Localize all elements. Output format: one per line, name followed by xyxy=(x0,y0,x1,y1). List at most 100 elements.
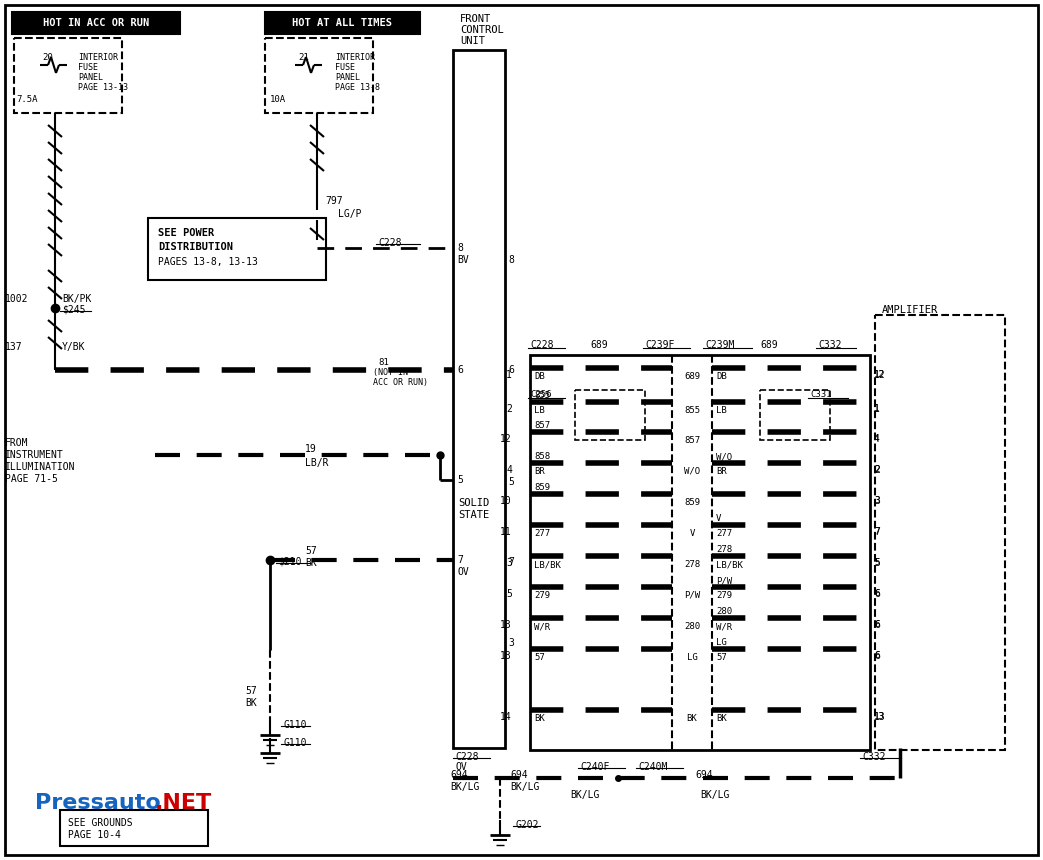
Text: 20: 20 xyxy=(42,53,53,62)
Text: 1: 1 xyxy=(874,404,880,414)
Text: 280: 280 xyxy=(684,622,700,631)
Text: C331: C331 xyxy=(810,390,831,399)
Text: 8: 8 xyxy=(508,255,514,265)
Text: C332: C332 xyxy=(818,340,842,350)
Text: BK/LG: BK/LG xyxy=(571,790,600,800)
Text: W/R: W/R xyxy=(534,622,550,631)
Text: 858: 858 xyxy=(534,452,550,461)
Text: W/R: W/R xyxy=(715,622,732,631)
Bar xyxy=(60,810,208,846)
Text: $210: $210 xyxy=(278,557,301,567)
Text: C228: C228 xyxy=(530,340,554,350)
Bar xyxy=(575,390,645,440)
Text: AMPLIFIER: AMPLIFIER xyxy=(882,305,939,315)
Text: FROM: FROM xyxy=(5,438,28,448)
Text: 6: 6 xyxy=(874,620,880,630)
Text: LG: LG xyxy=(715,638,727,647)
Text: 7: 7 xyxy=(874,527,880,537)
Text: .NET: .NET xyxy=(155,793,212,813)
Text: BK: BK xyxy=(245,698,257,708)
Text: 12: 12 xyxy=(501,434,512,444)
Text: 6: 6 xyxy=(874,589,879,598)
Text: 2: 2 xyxy=(874,465,880,475)
Text: C240M: C240M xyxy=(638,762,668,772)
Text: LB/R: LB/R xyxy=(305,458,329,468)
Text: LB/BK: LB/BK xyxy=(534,560,561,569)
Text: 855: 855 xyxy=(534,391,550,400)
Text: 2: 2 xyxy=(506,404,512,414)
Bar xyxy=(14,38,122,113)
Text: BK: BK xyxy=(305,558,317,568)
Text: G110: G110 xyxy=(283,738,307,748)
Text: 3: 3 xyxy=(506,558,512,568)
Text: DB: DB xyxy=(715,372,727,381)
Text: 3: 3 xyxy=(874,496,880,506)
Text: 4: 4 xyxy=(874,434,879,443)
Text: P/W: P/W xyxy=(715,576,732,585)
Text: 7.5A: 7.5A xyxy=(16,95,38,104)
Text: 5: 5 xyxy=(508,477,514,487)
Text: 6: 6 xyxy=(874,589,880,599)
Text: LG: LG xyxy=(686,653,698,662)
Text: BK: BK xyxy=(715,714,727,723)
Text: 2: 2 xyxy=(874,465,879,474)
Text: 81: 81 xyxy=(378,358,389,367)
Text: 7: 7 xyxy=(457,555,463,565)
Text: 5: 5 xyxy=(457,475,463,485)
Text: 10A: 10A xyxy=(270,95,286,104)
Text: FUSE: FUSE xyxy=(335,63,355,72)
Bar xyxy=(875,315,1005,750)
Text: 4: 4 xyxy=(874,434,880,444)
Text: 859: 859 xyxy=(534,483,550,492)
Text: Pressauto: Pressauto xyxy=(35,793,161,813)
Text: Y/BK: Y/BK xyxy=(62,342,86,352)
Text: PAGE 13-13: PAGE 13-13 xyxy=(78,83,128,92)
Text: PAGES 13-8, 13-13: PAGES 13-8, 13-13 xyxy=(157,257,258,267)
Text: 277: 277 xyxy=(715,529,732,538)
Text: SEE POWER: SEE POWER xyxy=(157,228,214,238)
Text: 279: 279 xyxy=(715,591,732,600)
Text: P/W: P/W xyxy=(684,591,700,600)
Text: 14: 14 xyxy=(501,712,512,722)
Bar xyxy=(148,218,326,280)
Text: BK/LG: BK/LG xyxy=(700,790,729,800)
Text: ACC OR RUN): ACC OR RUN) xyxy=(373,378,428,387)
Text: HOT IN ACC OR RUN: HOT IN ACC OR RUN xyxy=(43,18,149,28)
Text: HOT AT ALL TIMES: HOT AT ALL TIMES xyxy=(292,18,392,28)
Text: 280: 280 xyxy=(715,607,732,616)
Text: INTERIOR: INTERIOR xyxy=(335,53,375,62)
Text: OV: OV xyxy=(457,567,468,577)
Text: 278: 278 xyxy=(684,560,700,569)
Text: FRONT: FRONT xyxy=(460,14,491,24)
Text: 857: 857 xyxy=(684,436,700,445)
Text: 5: 5 xyxy=(874,558,880,568)
Text: LB: LB xyxy=(534,406,544,415)
Text: BV: BV xyxy=(457,255,468,265)
Text: 5: 5 xyxy=(506,589,512,599)
Text: ILLUMINATION: ILLUMINATION xyxy=(5,462,75,472)
Text: 6: 6 xyxy=(874,620,879,629)
Text: UNIT: UNIT xyxy=(460,36,485,46)
Text: 278: 278 xyxy=(715,545,732,554)
Text: 6: 6 xyxy=(874,651,879,660)
Text: DB: DB xyxy=(534,372,544,381)
Text: 57: 57 xyxy=(534,653,544,662)
Text: 57: 57 xyxy=(305,546,317,556)
Text: 279: 279 xyxy=(534,591,550,600)
Text: INSTRUMENT: INSTRUMENT xyxy=(5,450,64,460)
Text: LB: LB xyxy=(715,406,727,415)
Text: 1: 1 xyxy=(506,370,512,380)
Text: 6: 6 xyxy=(508,365,514,375)
Text: 859: 859 xyxy=(684,498,700,507)
Text: PANEL: PANEL xyxy=(78,73,103,82)
Text: W/O: W/O xyxy=(715,452,732,461)
Text: W/O: W/O xyxy=(684,467,700,476)
Text: 694: 694 xyxy=(450,770,467,780)
Bar xyxy=(760,390,830,440)
Bar xyxy=(13,12,180,34)
Text: 4: 4 xyxy=(506,465,512,475)
Text: C240F: C240F xyxy=(580,762,609,772)
Text: 13: 13 xyxy=(501,651,512,661)
Text: OV: OV xyxy=(455,762,467,772)
Text: 689: 689 xyxy=(590,340,608,350)
